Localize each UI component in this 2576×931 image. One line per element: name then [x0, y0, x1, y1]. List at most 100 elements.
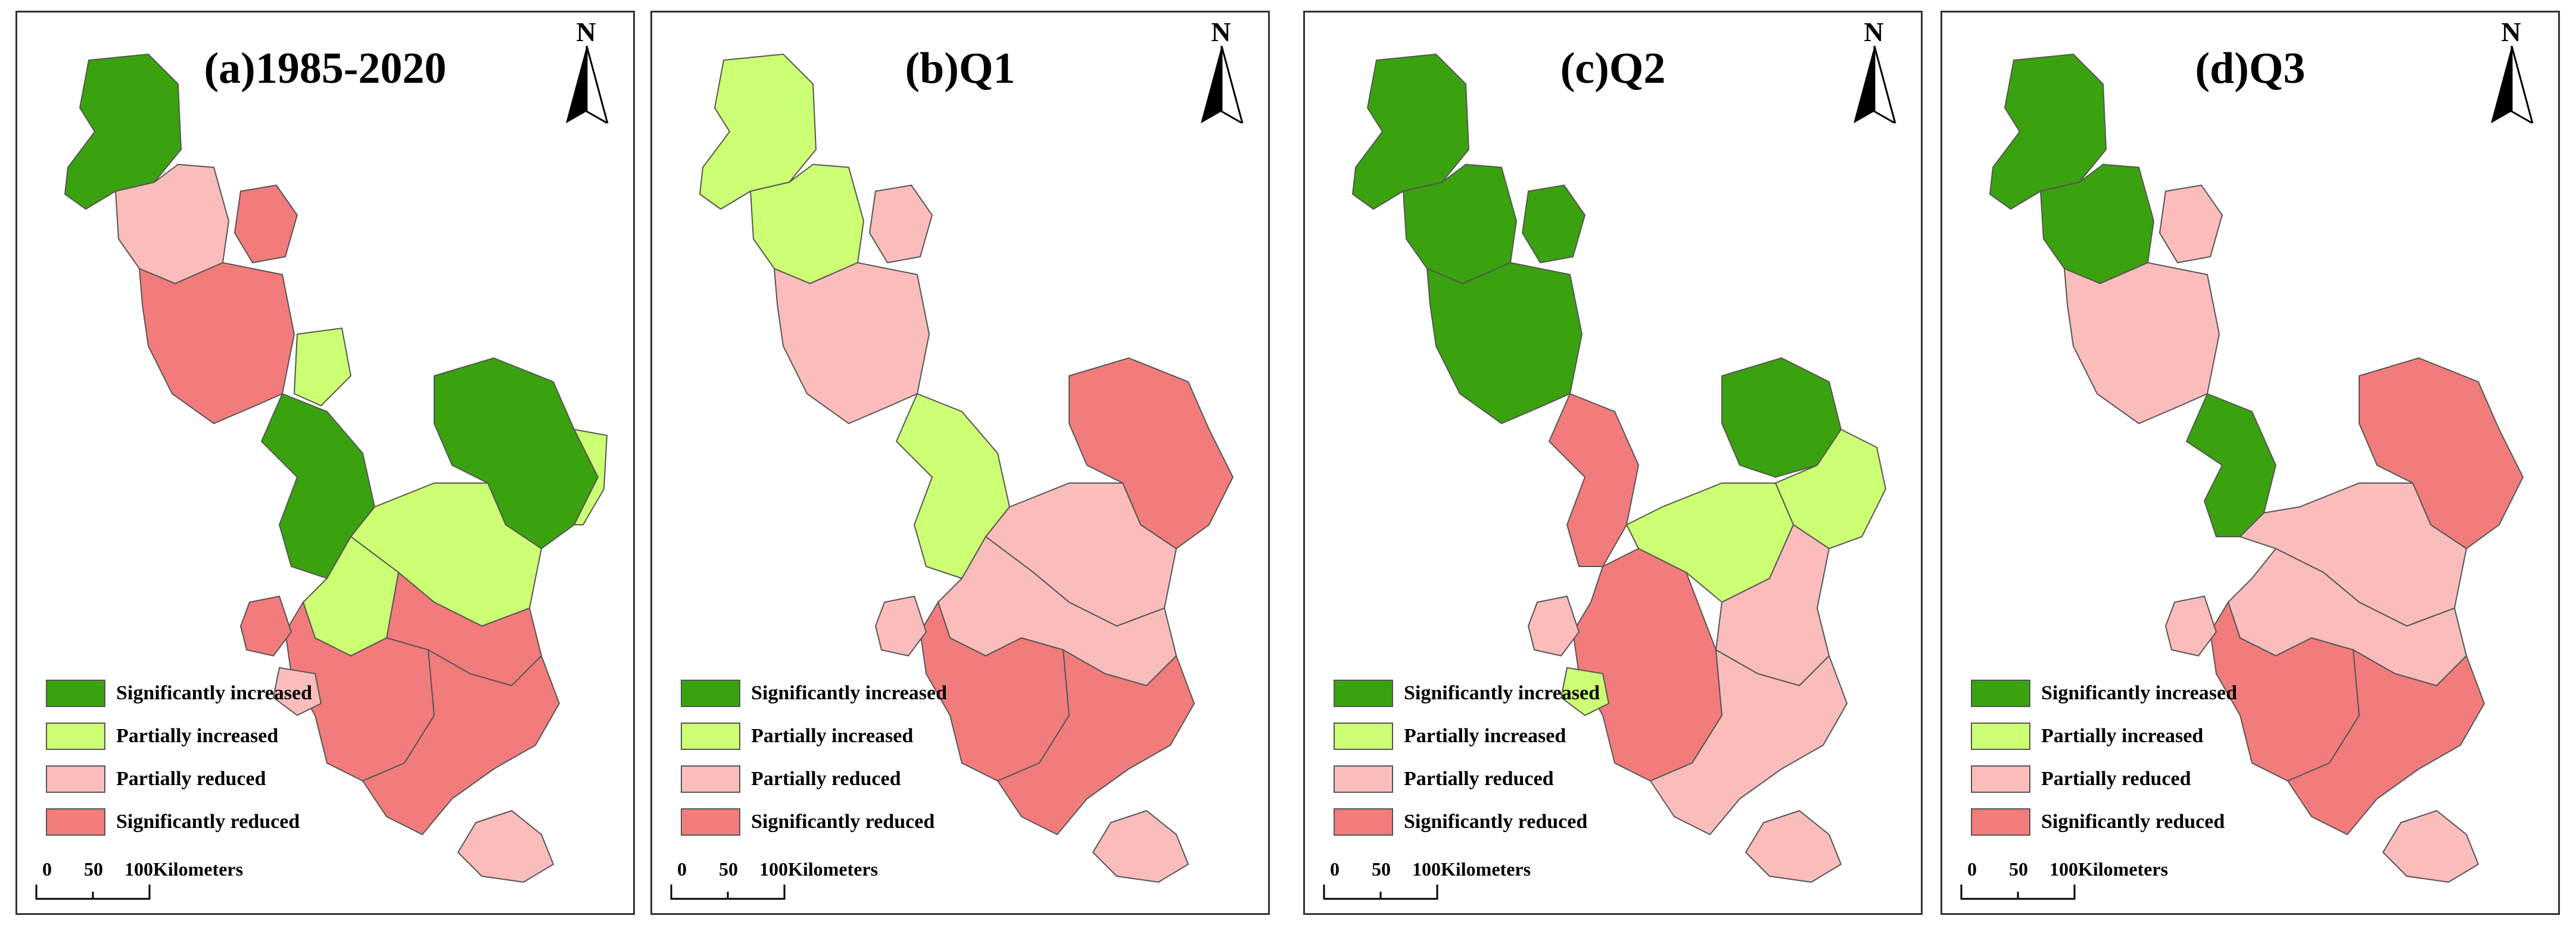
panel-title: (d)Q3 — [2195, 44, 2306, 93]
region-east-edge — [573, 428, 608, 525]
legend-label: Partially reduced — [751, 768, 901, 790]
region-west-mid — [1548, 393, 1640, 567]
region-se-island — [2382, 809, 2480, 883]
north-arrow-icon — [2491, 46, 2534, 123]
region-northwest — [1351, 53, 1470, 210]
legend-label: Significantly increased — [751, 682, 947, 704]
scale-unit: Kilometers — [1441, 858, 1531, 880]
scale-bar-line — [1960, 885, 2076, 900]
legend-label: Partially increased — [2041, 725, 2204, 747]
region-north-east-small — [868, 184, 933, 264]
region-east-block — [1069, 357, 1234, 550]
region-east-block — [434, 357, 599, 550]
map-panel-c: (c)Q2 N Significantly increased Partiall… — [1303, 11, 1923, 915]
regions — [1989, 53, 2524, 883]
region-south — [996, 649, 1195, 836]
legend-swatch — [46, 765, 105, 793]
region-south — [362, 649, 560, 836]
region-map — [1989, 53, 2524, 883]
region-west-small — [272, 667, 322, 717]
region-north-east-small — [1521, 184, 1586, 264]
region-upper-corridor-spot — [293, 327, 352, 407]
legend-swatch — [681, 765, 740, 793]
scale-bar-line — [1323, 885, 1438, 900]
legend-swatch — [1971, 765, 2030, 793]
scale-tick: 0 — [1967, 858, 1977, 880]
legend-swatch — [1971, 808, 2030, 836]
legend-label: Significantly increased — [2041, 682, 2237, 704]
scale-tick: 100 — [2049, 858, 2078, 880]
north-arrow-icon — [1854, 46, 1896, 123]
north-arrow: N — [559, 16, 613, 135]
regions — [64, 53, 608, 883]
regions — [699, 53, 1234, 883]
scale-tick: 0 — [42, 858, 52, 880]
legend-label: Partially reduced — [1404, 768, 1554, 790]
scale-tick: 100 — [759, 858, 788, 880]
region-se-island — [1092, 809, 1189, 883]
region-north-east-small — [233, 184, 298, 264]
region-north-center — [1402, 163, 1518, 285]
legend-swatch — [1334, 808, 1393, 836]
region-upper-corridor — [1426, 261, 1583, 425]
scale-tick: 0 — [1330, 858, 1340, 880]
region-map — [1351, 53, 1887, 883]
legend-label: Partially increased — [1404, 725, 1566, 747]
panel-title: (a)1985-2020 — [204, 44, 447, 93]
panel-title: (c)Q2 — [1560, 44, 1666, 93]
north-arrow: N — [1847, 16, 1901, 135]
scale-unit: Kilometers — [788, 858, 879, 880]
legend-swatch — [1334, 765, 1393, 793]
region-west-island — [2164, 595, 2217, 657]
region-south — [1649, 649, 1848, 836]
legend-swatch — [681, 680, 740, 707]
region-map — [699, 53, 1234, 883]
north-label: N — [2501, 17, 2521, 47]
panel-title: (b)Q1 — [905, 44, 1016, 93]
region-west-island — [1527, 595, 1580, 657]
north-arrow-icon — [1201, 46, 1244, 123]
region-east-block — [2359, 357, 2524, 550]
legend-label: Significantly reduced — [2041, 811, 2225, 833]
region-northwest — [699, 53, 817, 210]
legend-swatch — [1971, 723, 2030, 750]
scale-bar: 0 50 100 Kilometers — [670, 858, 920, 912]
region-north-center — [749, 163, 865, 285]
legend-swatch — [46, 808, 105, 836]
regions — [1351, 53, 1887, 883]
legend-label: Partially increased — [116, 725, 279, 747]
scale-bar: 0 50 100 Kilometers — [35, 858, 285, 912]
legend-swatch — [1334, 723, 1393, 750]
scale-tick: 100 — [124, 858, 153, 880]
legend-label: Partially reduced — [2041, 768, 2191, 790]
north-label: N — [1864, 17, 1884, 47]
map-panel-b: (b)Q1 N Significantly increased Partiall… — [650, 11, 1270, 915]
legend-label: Significantly increased — [116, 682, 312, 704]
region-west-small — [1560, 667, 1610, 717]
north-arrow-icon — [566, 46, 609, 123]
legend-swatch — [1971, 680, 2030, 707]
region-upper-corridor — [138, 261, 295, 425]
region-map — [64, 53, 608, 883]
legend-label: Significantly reduced — [751, 811, 935, 833]
north-label: N — [576, 17, 596, 47]
region-upper-corridor — [773, 261, 930, 425]
map-panel-d: (d)Q3 N Significantly increased Partiall… — [1940, 11, 2560, 915]
scale-bar-line — [670, 885, 786, 900]
region-se-island — [1745, 809, 1842, 883]
scale-tick: 50 — [719, 858, 738, 880]
region-northwest — [64, 53, 182, 210]
legend-swatch — [1334, 680, 1393, 707]
region-upper-corridor — [2063, 261, 2220, 425]
legend-label: Partially increased — [751, 725, 914, 747]
region-west-island — [874, 595, 927, 657]
north-arrow: N — [2484, 16, 2538, 135]
scale-unit: Kilometers — [153, 858, 244, 880]
region-south — [2287, 649, 2485, 836]
scale-bar: 0 50 100 Kilometers — [1323, 858, 1573, 912]
region-northwest — [1989, 53, 2107, 210]
region-north-center — [114, 163, 230, 285]
scale-bar: 0 50 100 Kilometers — [1960, 858, 2210, 912]
region-central-strip — [2185, 393, 2277, 537]
scale-tick: 50 — [2009, 858, 2028, 880]
